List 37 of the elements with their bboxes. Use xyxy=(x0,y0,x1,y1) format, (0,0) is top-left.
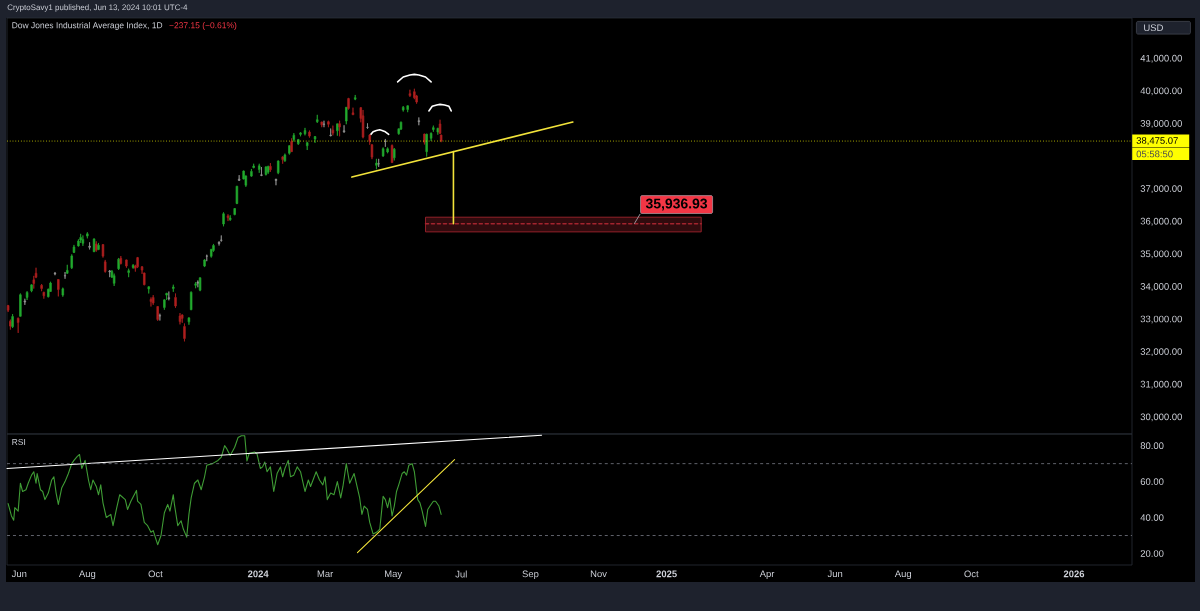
y-tick-label: 37,000.00 xyxy=(1140,185,1182,194)
y-tick-label: 40,000.00 xyxy=(1140,87,1182,96)
y-tick-label: 34,000.00 xyxy=(1140,283,1182,291)
y-tick-label: 60.00 xyxy=(1140,478,1164,485)
annotation: 35,936.93 xyxy=(645,198,708,211)
y-tick-label: 33,000.00 xyxy=(1140,315,1182,324)
ref-line-label: 38,475.07 xyxy=(1136,137,1178,145)
y-tick-label: 40.00 xyxy=(1140,514,1164,521)
y-tick-label: 36,000.00 xyxy=(1140,217,1182,226)
x-tick-label: Oct xyxy=(148,570,163,578)
x-tick-label: Mar xyxy=(317,570,334,578)
y-axis-title: USD xyxy=(1144,24,1163,32)
chart-subtitle: −237.15 (−0.61%) xyxy=(169,22,237,30)
y-tick-label: 32,000.00 xyxy=(1140,348,1182,357)
x-tick-label: 2025 xyxy=(656,570,677,578)
x-tick-label: Nov xyxy=(590,570,607,578)
y-tick-label: 30,000.00 xyxy=(1140,413,1182,422)
x-tick-label: May xyxy=(385,570,403,579)
text: 05:58:50 xyxy=(1136,150,1173,158)
x-tick-label: Sep xyxy=(522,570,539,580)
chart-title: RSI xyxy=(12,439,26,445)
x-tick-label: Oct xyxy=(964,570,979,578)
y-tick-label: 31,000.00 xyxy=(1140,380,1182,389)
x-tick-label: Aug xyxy=(894,570,912,579)
x-tick-label: 2026 xyxy=(1063,570,1085,578)
x-tick-label: Aug xyxy=(78,570,96,579)
y-tick-label: 35,000.00 xyxy=(1140,250,1182,259)
x-tick-label: Jun xyxy=(827,570,843,578)
x-tick-label: 2024 xyxy=(247,570,269,578)
chart-title: Dow Jones Industrial Average Index, 1D xyxy=(12,22,163,30)
x-tick-label: Jul xyxy=(455,570,467,578)
y-tick-label: 20.00 xyxy=(1140,550,1164,557)
y-tick-label: 41,000.00 xyxy=(1140,54,1182,63)
x-tick-label: Apr xyxy=(759,570,775,579)
y-tick-label: 80.00 xyxy=(1140,442,1164,450)
x-tick-label: Jun xyxy=(11,570,27,578)
y-tick-label: 39,000.00 xyxy=(1140,120,1182,128)
